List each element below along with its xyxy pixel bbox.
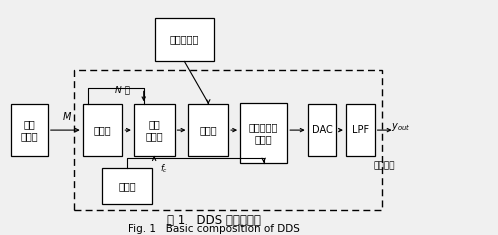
Bar <box>103 168 152 204</box>
Bar <box>346 104 374 156</box>
Bar <box>83 104 123 156</box>
Text: Fig. 1   Basic composition of DDS: Fig. 1 Basic composition of DDS <box>128 224 300 234</box>
Text: 正（余）弦
查找表: 正（余）弦 查找表 <box>249 122 278 144</box>
Bar <box>155 18 214 62</box>
Bar <box>74 70 382 210</box>
Text: 频率
控制字: 频率 控制字 <box>20 119 38 141</box>
Bar <box>188 104 228 156</box>
Text: N 位: N 位 <box>116 86 130 95</box>
Bar <box>240 103 287 163</box>
Bar <box>308 104 337 156</box>
Bar <box>10 104 48 156</box>
Text: LPF: LPF <box>352 125 369 135</box>
Text: 加法器: 加法器 <box>200 125 217 135</box>
Bar <box>134 104 174 156</box>
Text: $y_{out}$: $y_{out}$ <box>390 121 410 133</box>
Text: DAC: DAC <box>312 125 332 135</box>
Text: 累加器: 累加器 <box>94 125 112 135</box>
Text: 图 1   DDS 的基本组成: 图 1 DDS 的基本组成 <box>167 214 261 227</box>
Text: 相位
寄存器: 相位 寄存器 <box>145 119 163 141</box>
Text: 相位控制字: 相位控制字 <box>170 35 199 44</box>
Text: $f_c$: $f_c$ <box>160 162 168 175</box>
Text: 时钟源: 时钟源 <box>119 181 136 191</box>
Text: M: M <box>63 112 71 122</box>
Text: 输出频率: 输出频率 <box>374 162 395 171</box>
